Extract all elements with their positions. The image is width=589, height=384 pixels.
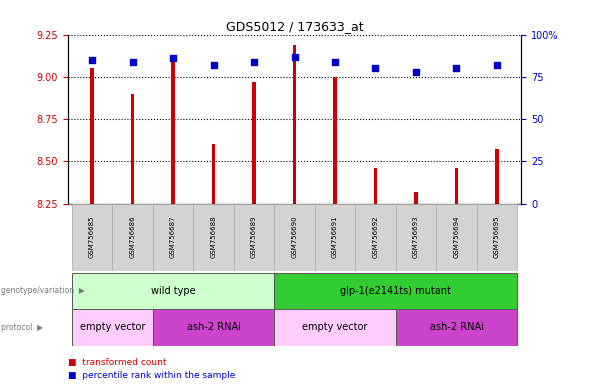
Bar <box>495 149 499 204</box>
Bar <box>112 204 153 271</box>
Text: wild type: wild type <box>151 286 196 296</box>
Point <box>290 53 299 60</box>
Bar <box>414 192 418 204</box>
Text: empty vector: empty vector <box>302 322 368 333</box>
Point <box>168 55 178 61</box>
Bar <box>72 273 274 309</box>
Point <box>411 69 421 75</box>
Point <box>452 65 461 71</box>
Text: protocol  ▶: protocol ▶ <box>1 323 42 332</box>
Text: ash-2 RNAi: ash-2 RNAi <box>187 322 240 333</box>
Bar <box>355 204 396 271</box>
Text: GSM756695: GSM756695 <box>494 216 500 258</box>
Text: ash-2 RNAi: ash-2 RNAi <box>429 322 484 333</box>
Bar <box>315 204 355 271</box>
Bar <box>333 77 337 204</box>
Point <box>249 58 259 65</box>
Point <box>87 57 97 63</box>
Bar <box>131 94 134 204</box>
Bar <box>153 309 274 346</box>
Bar <box>72 309 153 346</box>
Text: GSM756687: GSM756687 <box>170 216 176 258</box>
Bar <box>274 273 517 309</box>
Text: GSM756692: GSM756692 <box>372 216 379 258</box>
Bar <box>274 309 396 346</box>
Bar <box>396 204 436 271</box>
Text: GSM756693: GSM756693 <box>413 216 419 258</box>
Point <box>209 62 218 68</box>
Text: genotype/variation  ▶: genotype/variation ▶ <box>1 286 84 295</box>
Text: GSM756685: GSM756685 <box>89 216 95 258</box>
Point <box>330 58 340 65</box>
Bar <box>153 204 193 271</box>
Bar <box>293 45 296 204</box>
Bar <box>171 56 174 204</box>
Text: empty vector: empty vector <box>80 322 145 333</box>
Point <box>371 65 380 71</box>
Text: GSM756688: GSM756688 <box>210 216 217 258</box>
Point <box>492 62 502 68</box>
Text: GSM756691: GSM756691 <box>332 216 338 258</box>
Bar <box>374 168 377 204</box>
Bar <box>436 204 477 271</box>
Bar <box>477 204 517 271</box>
Bar <box>234 204 274 271</box>
Text: GSM756694: GSM756694 <box>454 216 459 258</box>
Text: ■  transformed count: ■ transformed count <box>68 358 166 367</box>
Bar <box>212 144 215 204</box>
Bar <box>91 68 94 204</box>
Text: GSM756690: GSM756690 <box>292 216 297 258</box>
Bar <box>193 204 234 271</box>
Text: GSM756689: GSM756689 <box>251 216 257 258</box>
Point <box>128 58 137 65</box>
Text: ■  percentile rank within the sample: ■ percentile rank within the sample <box>68 371 235 380</box>
Title: GDS5012 / 173633_at: GDS5012 / 173633_at <box>226 20 363 33</box>
Text: glp-1(e2141ts) mutant: glp-1(e2141ts) mutant <box>340 286 451 296</box>
Bar <box>455 168 458 204</box>
Bar <box>72 204 112 271</box>
Bar <box>396 309 517 346</box>
Text: GSM756686: GSM756686 <box>130 216 135 258</box>
Bar <box>252 82 256 204</box>
Bar <box>274 204 315 271</box>
